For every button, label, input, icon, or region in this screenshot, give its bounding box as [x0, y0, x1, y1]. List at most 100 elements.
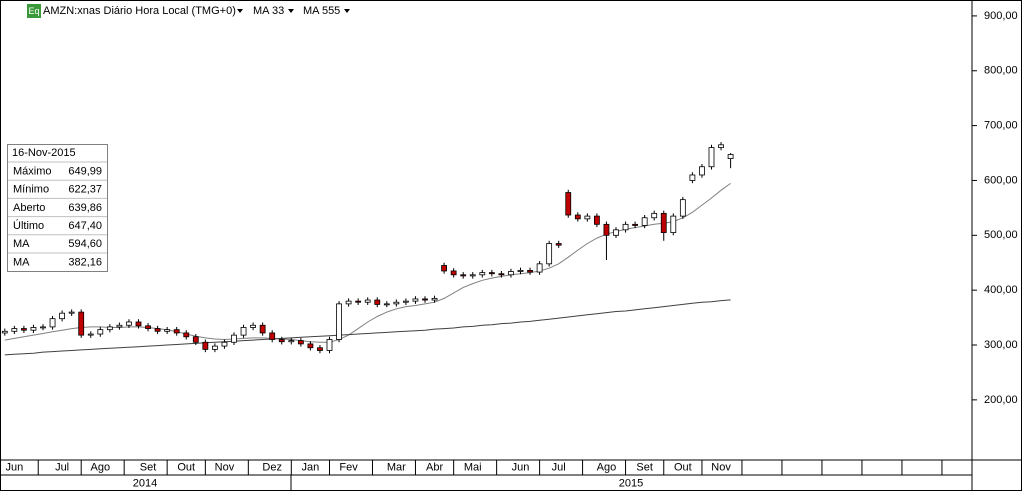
candle-body: [727, 154, 734, 159]
candle-body: [565, 192, 572, 216]
x-tick-label: Nov: [711, 461, 731, 473]
candle-body: [231, 334, 237, 343]
x-tick-label: Out: [674, 461, 692, 473]
candle-body: [1, 330, 8, 334]
candle-body: [402, 300, 409, 303]
candle-body: [603, 223, 610, 236]
candle-body: [508, 271, 514, 276]
x-tick-label: Nov: [215, 461, 235, 473]
candle-body: [555, 243, 562, 246]
dropdown[interactable]: [288, 9, 294, 13]
y-tick-label: 400,00: [984, 284, 1018, 296]
candle-body: [20, 328, 27, 331]
candle-body: [269, 332, 276, 340]
candle-body: [288, 340, 295, 343]
candle-body: [250, 324, 257, 328]
candle-body: [527, 270, 533, 273]
x-tick-label: Set: [140, 461, 157, 473]
candle-body: [317, 347, 323, 351]
candle-body: [97, 329, 104, 335]
candle-body: [498, 273, 505, 276]
candle-body: [651, 212, 658, 219]
candle-body: [641, 217, 648, 226]
x-tick-label: Jun: [512, 461, 530, 473]
candle-body: [479, 272, 486, 276]
candle-body: [584, 215, 591, 220]
candle-body: [460, 274, 467, 277]
info-value: 594,60: [68, 238, 102, 250]
candle-body: [183, 332, 190, 338]
year-label: 2015: [619, 477, 643, 489]
candle-body: [326, 339, 333, 351]
candle-body: [68, 311, 75, 314]
info-box-frame: [7, 144, 108, 272]
info-value: 622,37: [68, 184, 102, 196]
candle-body: [211, 345, 218, 350]
dropdown[interactable]: [237, 9, 243, 13]
x-tick-label: Out: [177, 461, 195, 473]
dropdown[interactable]: [344, 9, 350, 13]
candle-body: [393, 301, 400, 305]
candle-body: [87, 333, 94, 336]
info-date: 16-Nov-2015: [12, 147, 76, 159]
candle-body: [106, 326, 113, 331]
info-label: MA: [13, 238, 30, 250]
candle-body: [355, 300, 362, 303]
y-tick-label: 200,00: [984, 394, 1018, 406]
y-tick-label: 500,00: [984, 229, 1018, 241]
x-tick-label: Jan: [302, 461, 320, 473]
candle-body: [517, 270, 524, 272]
candle-body: [154, 328, 161, 332]
candle-body: [536, 263, 543, 273]
candle-body: [345, 300, 352, 305]
candle-body: [240, 327, 247, 336]
candle-body: [613, 229, 619, 236]
x-tick-label: Dez: [262, 461, 282, 473]
candle-body: [202, 341, 209, 350]
x-tick-label: Jul: [552, 461, 566, 473]
candle-body: [59, 312, 65, 320]
x-tick-label: Abr: [426, 461, 443, 473]
y-tick-label: 800,00: [984, 65, 1018, 77]
info-box: 16-Nov-2015 Máximo 649,99 Mínimo 622,37 Aber…: [7, 144, 108, 272]
candle-body: [78, 311, 85, 336]
year-label: 2014: [133, 477, 157, 489]
legend-entry[interactable]: MA 555: [303, 5, 340, 17]
candle-body: [278, 339, 285, 343]
info-label: MA: [13, 256, 30, 268]
candle-body: [383, 303, 390, 306]
candle-body: [441, 265, 448, 272]
candle-body: [297, 340, 304, 345]
x-tick-label: Fev: [339, 461, 358, 473]
candle-body: [307, 343, 314, 349]
candle-body: [718, 144, 724, 148]
candle-body: [469, 274, 476, 277]
x-tick-label: Mar: [387, 461, 406, 473]
info-label: Aberto: [13, 202, 45, 214]
x-tick-label: Jun: [5, 461, 23, 473]
candle-body: [431, 297, 438, 301]
candle-body: [374, 299, 381, 305]
candle-body: [164, 329, 171, 332]
candle-body: [116, 324, 123, 328]
candle-body: [679, 199, 686, 217]
info-label: Máximo: [13, 165, 52, 177]
info-value: 639,86: [68, 202, 102, 214]
candle-body: [11, 328, 18, 332]
info-label: Último: [13, 219, 44, 232]
x-tick-label: Mai: [464, 461, 482, 473]
candle-body: [173, 329, 180, 334]
legend-entry[interactable]: MA 33: [253, 5, 284, 17]
y-tick-label: 900,00: [984, 10, 1018, 22]
icon-box: [27, 4, 41, 18]
candle-body: [708, 147, 715, 168]
candle-body: [364, 299, 371, 303]
candle-body: [145, 325, 151, 329]
candle-body: [126, 321, 132, 326]
candle-body: [259, 324, 266, 334]
candle-body: [574, 214, 581, 220]
candle-body: [422, 298, 428, 301]
candle-body: [670, 215, 677, 233]
